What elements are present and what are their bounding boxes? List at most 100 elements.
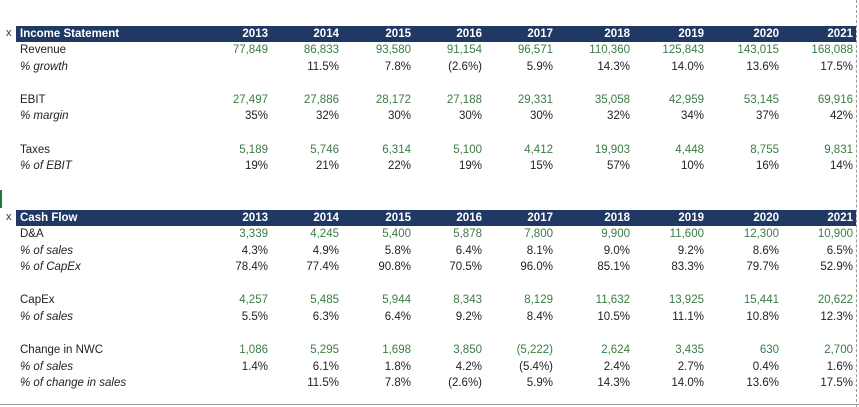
row-label[interactable]: % of sales xyxy=(20,311,74,323)
value-cell[interactable]: 57% xyxy=(606,160,630,173)
value-cell[interactable]: 8,129 xyxy=(524,294,553,307)
value-cell[interactable]: 9,831 xyxy=(824,143,853,156)
value-cell[interactable]: 10.8% xyxy=(746,311,779,323)
year-header-cell[interactable]: 2021 xyxy=(827,212,853,224)
value-cell[interactable]: 11,600 xyxy=(669,228,704,240)
value-cell[interactable]: 4,257 xyxy=(239,294,268,307)
year-header-cell[interactable]: 2016 xyxy=(456,212,482,224)
value-cell[interactable]: 8.4% xyxy=(526,311,553,323)
value-cell[interactable]: 6.3% xyxy=(312,311,339,323)
year-header-cell[interactable]: 2016 xyxy=(456,28,482,40)
year-header-cell[interactable]: 2013 xyxy=(242,212,268,224)
value-cell[interactable]: 35,058 xyxy=(594,93,630,106)
value-cell[interactable]: 17.5% xyxy=(820,60,853,73)
value-cell[interactable]: 13.6% xyxy=(746,377,779,390)
value-cell[interactable]: 4.9% xyxy=(312,244,339,257)
value-cell[interactable]: 83.3% xyxy=(671,261,704,274)
value-cell[interactable]: 14.0% xyxy=(671,60,704,73)
value-cell[interactable]: 10,900 xyxy=(817,228,853,240)
value-cell[interactable]: 37% xyxy=(755,110,779,123)
value-cell[interactable]: 78.4% xyxy=(235,261,268,274)
value-cell[interactable]: 1.8% xyxy=(384,360,411,373)
value-cell[interactable]: 2,700 xyxy=(824,344,853,357)
value-cell[interactable]: 2.4% xyxy=(603,360,630,373)
value-cell[interactable]: 52.9% xyxy=(820,261,853,274)
value-cell[interactable]: 11,632 xyxy=(595,294,630,307)
row-label[interactable]: Taxes xyxy=(20,143,51,156)
row-label[interactable]: % of CapEx xyxy=(20,261,81,274)
row-label[interactable]: % of EBIT xyxy=(20,160,72,173)
value-cell[interactable]: 630 xyxy=(759,344,779,357)
value-cell[interactable]: 93,580 xyxy=(375,44,411,56)
value-cell[interactable]: 5,746 xyxy=(310,143,339,156)
value-cell[interactable]: 19% xyxy=(458,160,482,173)
value-cell[interactable]: 27,188 xyxy=(446,93,482,106)
value-cell[interactable]: 32% xyxy=(315,110,339,123)
value-cell[interactable]: 5.9% xyxy=(526,377,553,390)
value-cell[interactable]: 125,843 xyxy=(662,44,704,56)
value-cell[interactable]: 70.5% xyxy=(449,261,482,274)
value-cell[interactable]: 79.7% xyxy=(746,261,779,274)
value-cell[interactable]: 8,755 xyxy=(750,143,779,156)
value-cell[interactable]: 4.3% xyxy=(241,244,268,257)
value-cell[interactable]: 7.8% xyxy=(384,377,411,390)
value-cell[interactable]: 10.5% xyxy=(597,311,630,323)
value-cell[interactable]: 5,944 xyxy=(382,294,411,307)
year-header-cell[interactable]: 2015 xyxy=(385,28,411,40)
value-cell[interactable]: 30% xyxy=(529,110,553,123)
row-label[interactable]: Revenue xyxy=(20,44,67,56)
value-cell[interactable]: 5,100 xyxy=(453,143,482,156)
value-cell[interactable]: 13,925 xyxy=(668,294,704,307)
value-cell[interactable]: 9,900 xyxy=(601,228,630,240)
value-cell[interactable]: 4,448 xyxy=(675,143,704,156)
year-header-cell[interactable]: 2017 xyxy=(527,28,553,40)
value-cell[interactable]: 91,154 xyxy=(446,44,482,56)
value-cell[interactable]: 9.0% xyxy=(603,244,630,257)
value-cell[interactable]: 110,360 xyxy=(589,44,630,56)
value-cell[interactable]: 1,698 xyxy=(382,344,411,357)
value-cell[interactable]: 21% xyxy=(315,160,339,173)
year-header-cell[interactable]: 2015 xyxy=(385,212,411,224)
year-header-cell[interactable]: 2018 xyxy=(604,28,630,40)
value-cell[interactable]: 10% xyxy=(680,160,704,173)
value-cell[interactable]: 30% xyxy=(387,110,411,123)
value-cell[interactable]: 14% xyxy=(829,160,853,173)
value-cell[interactable]: 143,015 xyxy=(737,44,779,56)
value-cell[interactable]: 2.7% xyxy=(677,360,704,373)
value-cell[interactable]: 86,833 xyxy=(303,44,339,56)
value-cell[interactable]: 5,295 xyxy=(310,344,339,357)
value-cell[interactable]: 27,886 xyxy=(303,93,339,106)
cashflow-section-marker[interactable]: x xyxy=(6,211,12,223)
row-label[interactable]: % margin xyxy=(20,110,69,123)
value-cell[interactable]: 34% xyxy=(680,110,704,123)
row-label[interactable]: Change in NWC xyxy=(20,344,104,357)
value-cell[interactable]: 7,800 xyxy=(524,228,553,240)
value-cell[interactable]: 77.4% xyxy=(306,261,339,274)
value-cell[interactable]: 6.1% xyxy=(312,360,339,373)
value-cell[interactable]: 30% xyxy=(458,110,482,123)
value-cell[interactable]: 53,145 xyxy=(743,93,779,106)
value-cell[interactable]: 4,245 xyxy=(310,228,339,240)
value-cell[interactable]: 12,300 xyxy=(743,228,779,240)
year-header-cell[interactable]: 2019 xyxy=(678,212,704,224)
value-cell[interactable]: 27,497 xyxy=(232,93,268,106)
value-cell[interactable]: 9.2% xyxy=(455,311,482,323)
row-label[interactable]: D&A xyxy=(20,228,44,240)
value-cell[interactable]: 168,088 xyxy=(811,44,853,56)
value-cell[interactable]: 3,850 xyxy=(453,344,482,357)
year-header-cell[interactable]: 2014 xyxy=(313,212,339,224)
value-cell[interactable]: 96.0% xyxy=(520,261,553,274)
value-cell[interactable]: (2.6%) xyxy=(448,60,482,73)
value-cell[interactable]: 42% xyxy=(829,110,853,123)
value-cell[interactable]: 6.5% xyxy=(826,244,853,257)
value-cell[interactable]: 7.8% xyxy=(384,60,411,73)
value-cell[interactable]: 11.1% xyxy=(672,311,704,323)
value-cell[interactable]: 3,435 xyxy=(675,344,704,357)
value-cell[interactable]: 20,622 xyxy=(817,294,853,307)
value-cell[interactable]: 3,339 xyxy=(239,228,268,240)
year-header-cell[interactable]: 2018 xyxy=(604,212,630,224)
value-cell[interactable]: 15% xyxy=(529,160,553,173)
value-cell[interactable]: 2,624 xyxy=(601,344,630,357)
value-cell[interactable]: 85.1% xyxy=(597,261,630,274)
value-cell[interactable]: 32% xyxy=(606,110,630,123)
